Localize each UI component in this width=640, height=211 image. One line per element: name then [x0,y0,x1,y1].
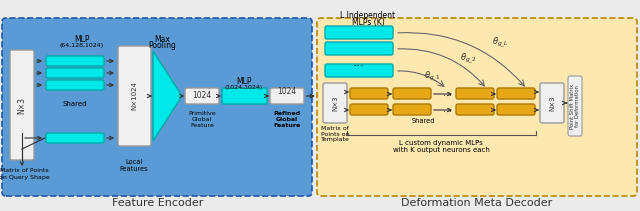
FancyBboxPatch shape [497,88,535,99]
FancyBboxPatch shape [270,88,304,104]
FancyBboxPatch shape [393,104,431,115]
FancyBboxPatch shape [2,18,312,196]
Text: MLPs (K): MLPs (K) [351,18,385,27]
FancyBboxPatch shape [222,88,267,104]
Text: MLP: MLP [74,35,90,43]
FancyBboxPatch shape [568,76,582,136]
FancyBboxPatch shape [393,88,431,99]
FancyBboxPatch shape [540,83,564,123]
FancyBboxPatch shape [325,64,393,77]
Text: N×3: N×3 [17,96,26,114]
Text: Deformation Meta Decoder: Deformation Meta Decoder [401,198,552,208]
FancyBboxPatch shape [46,80,104,90]
Text: ...: ... [442,104,451,114]
Text: on Query Shape: on Query Shape [0,174,49,180]
FancyBboxPatch shape [317,18,637,196]
Text: with K output neurons each: with K output neurons each [392,147,490,153]
Text: Feature Encoder: Feature Encoder [112,198,204,208]
Text: L custom dynamic MLPs: L custom dynamic MLPs [399,140,483,146]
Text: MLP: MLP [236,77,252,87]
FancyBboxPatch shape [497,104,535,115]
Text: Shared: Shared [412,118,435,124]
Text: Template: Template [321,138,349,142]
Text: N×3: N×3 [332,95,338,111]
Text: 1024: 1024 [193,92,212,100]
Text: Shared: Shared [63,101,87,107]
Text: Points on: Points on [321,131,349,137]
FancyBboxPatch shape [185,88,219,104]
Text: $\theta_{g\_2}$: $\theta_{g\_2}$ [460,52,476,66]
Text: Point Shift Matrix
for Deformation: Point Shift Matrix for Deformation [570,83,580,129]
Text: Primitive
Global
Feature: Primitive Global Feature [188,111,216,128]
FancyBboxPatch shape [350,104,388,115]
FancyBboxPatch shape [118,46,151,146]
FancyBboxPatch shape [456,88,494,99]
Text: Pooling: Pooling [148,41,176,50]
Text: N×1024: N×1024 [131,82,137,110]
FancyBboxPatch shape [46,133,104,143]
Text: Local
Features: Local Features [120,159,148,172]
FancyBboxPatch shape [350,88,388,99]
Text: $\theta_{g\_L}$: $\theta_{g\_L}$ [492,36,508,50]
Text: Matrix of Points: Matrix of Points [0,169,48,173]
Polygon shape [153,51,182,141]
FancyBboxPatch shape [456,104,494,115]
Text: ...: ... [442,88,451,98]
Text: N×3: N×3 [549,95,555,111]
Text: (64,128,1024): (64,128,1024) [60,42,104,47]
Text: Max: Max [154,35,170,43]
Text: Matrix of: Matrix of [321,126,349,130]
Text: 1024: 1024 [277,87,296,96]
Text: Refined
Global
Feature: Refined Global Feature [273,111,301,128]
FancyBboxPatch shape [46,68,104,78]
Text: (1024,1024): (1024,1024) [225,85,263,91]
FancyBboxPatch shape [323,83,347,123]
FancyBboxPatch shape [46,56,104,66]
FancyBboxPatch shape [10,50,34,160]
Text: L Independent: L Independent [340,11,396,19]
FancyBboxPatch shape [325,26,393,39]
FancyBboxPatch shape [325,42,393,55]
Text: $\theta_{g\_1}$: $\theta_{g\_1}$ [424,70,440,84]
Text: ...: ... [353,57,365,69]
